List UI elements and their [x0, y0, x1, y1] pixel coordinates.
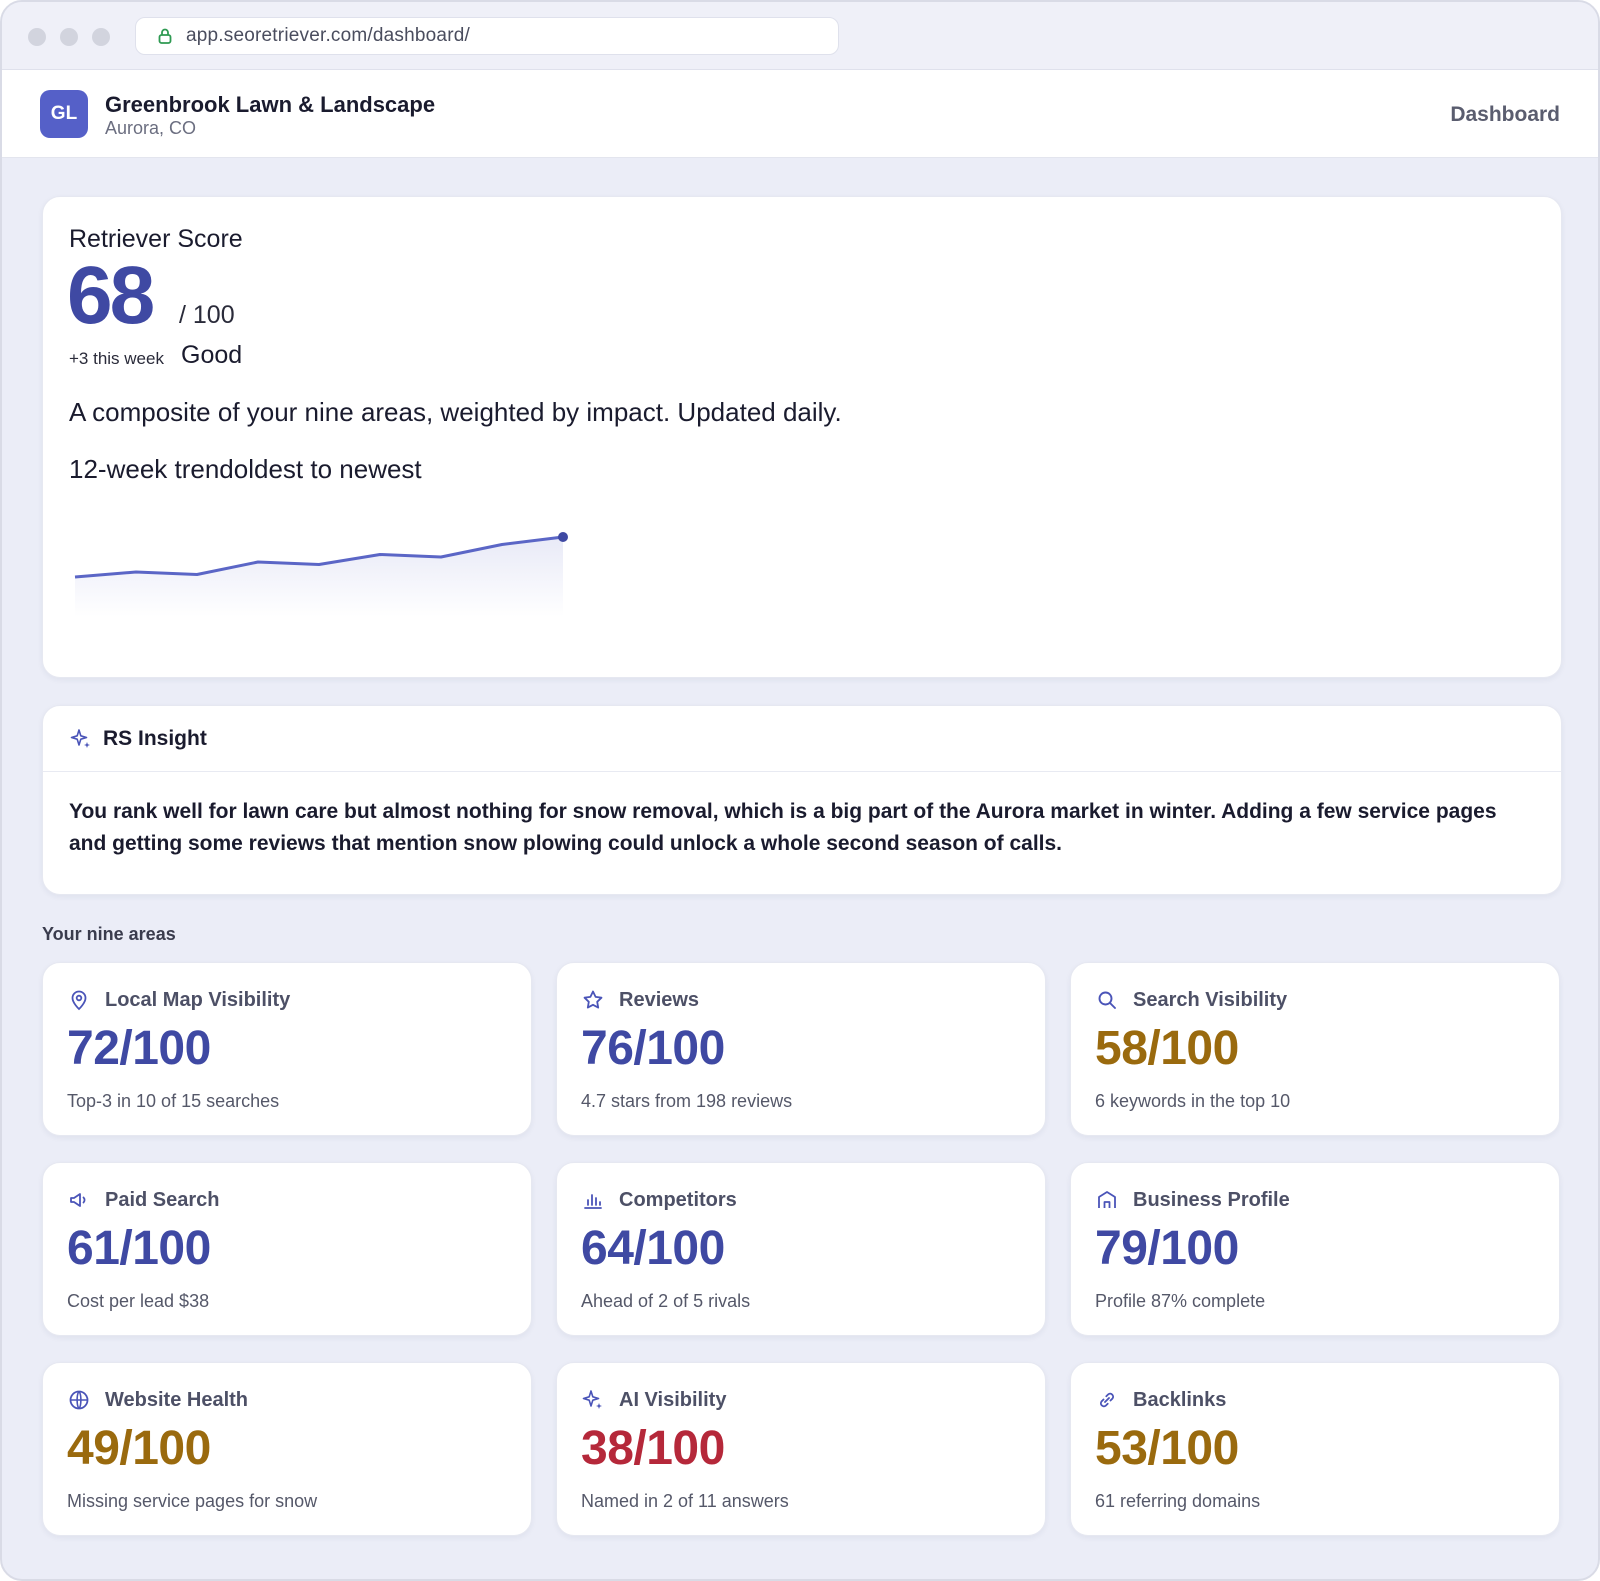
- area-card-business-profile[interactable]: Business Profile 79/100 Profile 87% comple…: [1070, 1162, 1560, 1336]
- area-header: Local Map Visibility: [67, 988, 290, 1012]
- score-description: A composite of your nine areas, weighted…: [69, 397, 842, 427]
- trend-latest-point: [558, 532, 568, 542]
- link-icon: [1095, 1388, 1119, 1412]
- area-note: Named in 2 of 11 answers: [581, 1491, 789, 1511]
- star-icon: [581, 988, 605, 1012]
- search-icon: [1095, 988, 1119, 1012]
- area-header: Business Profile: [1095, 1188, 1290, 1212]
- area-name: Local Map Visibility: [105, 988, 291, 1011]
- megaphone-icon: [67, 1188, 91, 1212]
- area-note: Profile 87% complete: [1095, 1291, 1266, 1311]
- score-max: / 100: [179, 301, 235, 329]
- trend-area: [75, 537, 563, 617]
- area-score: 72/100: [67, 1022, 211, 1075]
- sparkle-icon: [69, 727, 93, 751]
- area-note: Missing service pages for snow: [67, 1491, 318, 1511]
- area-score: 76/100: [581, 1022, 725, 1075]
- area-name: Reviews: [619, 988, 700, 1011]
- area-score: 79/100: [1095, 1222, 1239, 1275]
- business-name: Greenbrook Lawn & Landscape: [105, 92, 436, 117]
- area-card-local-map-visibility[interactable]: Local Map Visibility 72/100 Top-3 in 10 of…: [42, 962, 532, 1136]
- business-logo: GL: [40, 90, 88, 138]
- area-card-search-visibility[interactable]: Search Visibility 58/100 6 keywords in the…: [1070, 962, 1560, 1136]
- area-name: Website Health: [105, 1388, 248, 1411]
- area-header: Reviews: [581, 988, 699, 1012]
- score-value: 68: [67, 250, 155, 341]
- area-score: 58/100: [1095, 1022, 1239, 1075]
- area-header: AI Visibility: [581, 1388, 726, 1412]
- area-name: Search Visibility: [1133, 988, 1288, 1011]
- area-name: Competitors: [619, 1188, 737, 1211]
- area-score: 64/100: [581, 1222, 725, 1275]
- area-score: 49/100: [67, 1422, 211, 1475]
- area-header: Paid Search: [67, 1188, 220, 1212]
- score-title: Retriever Score: [69, 225, 243, 253]
- area-note: 6 keywords in the top 10: [1095, 1091, 1291, 1111]
- sparkle-icon: [581, 1388, 605, 1412]
- map-pin-icon: [67, 988, 91, 1012]
- area-note: 61 referring domains: [1095, 1491, 1261, 1511]
- area-note: 4.7 stars from 198 reviews: [581, 1091, 793, 1111]
- area-card-ai-visibility[interactable]: AI Visibility 38/100 Named in 2 of 11 answ…: [556, 1362, 1046, 1536]
- bar-chart-icon: [581, 1188, 605, 1212]
- area-note: Cost per lead $38: [67, 1291, 210, 1311]
- score-delta: +3 this week: [69, 349, 164, 368]
- app-header: GL Greenbrook Lawn & Landscape Aurora, C…: [2, 70, 1598, 158]
- area-card-reviews[interactable]: Reviews 76/100 4.7 stars from 198 reviews: [556, 962, 1046, 1136]
- score-rating: Good: [181, 341, 243, 369]
- area-note: Ahead of 2 of 5 rivals: [581, 1291, 751, 1311]
- insight-card: RS Insight You rank well for lawn care b…: [42, 705, 1562, 895]
- insight-title: RS Insight: [103, 726, 207, 750]
- area-score: 61/100: [67, 1222, 211, 1275]
- lock-icon: [156, 27, 174, 45]
- browser-chrome: app.seoretriever.com/dashboard/: [2, 2, 1598, 70]
- area-note: Top-3 in 10 of 15 searches: [67, 1091, 280, 1111]
- area-score: 53/100: [1095, 1422, 1239, 1475]
- areas-section-label: Your nine areas: [42, 924, 176, 944]
- globe-icon: [67, 1388, 91, 1412]
- business-location: Aurora, CO: [105, 118, 197, 138]
- area-header: Backlinks: [1095, 1388, 1226, 1412]
- area-score: 38/100: [581, 1422, 725, 1475]
- retriever-score-card: Retriever Score 68 / 100 +3 this week Go…: [42, 196, 1562, 678]
- trend-label: 12-week trendoldest to newest: [69, 454, 422, 484]
- nav-dashboard[interactable]: Dashboard: [1450, 103, 1560, 126]
- area-card-website-health[interactable]: Website Health 49/100 Missing service page…: [42, 1362, 532, 1536]
- address-bar[interactable]: app.seoretriever.com/dashboard/: [135, 17, 839, 55]
- area-card-paid-search[interactable]: Paid Search 61/100 Cost per lead $38: [42, 1162, 532, 1336]
- area-card-competitors[interactable]: Competitors 64/100 Ahead of 2 of 5 rivals: [556, 1162, 1046, 1336]
- storefront-icon: [1095, 1188, 1119, 1212]
- area-header: Website Health: [67, 1388, 248, 1412]
- area-name: Backlinks: [1133, 1388, 1227, 1411]
- area-header: Competitors: [581, 1188, 737, 1212]
- window-minimize-dot[interactable]: [60, 28, 78, 46]
- area-name: Paid Search: [105, 1188, 220, 1211]
- trend-line: [74, 535, 564, 579]
- area-header: Search Visibility: [1095, 988, 1287, 1012]
- trend-sparkline: [74, 532, 568, 617]
- insight-header: RS Insight: [43, 706, 1561, 772]
- address-url: app.seoretriever.com/dashboard/: [186, 25, 470, 46]
- window-close-dot[interactable]: [28, 28, 46, 46]
- area-card-backlinks[interactable]: Backlinks 53/100 61 referring domains: [1070, 1362, 1560, 1536]
- window-maximize-dot[interactable]: [92, 28, 110, 46]
- insight-text: You rank well for lawn care but almost n…: [69, 800, 1497, 855]
- area-name: Business Profile: [1133, 1188, 1290, 1211]
- area-name: AI Visibility: [619, 1388, 727, 1411]
